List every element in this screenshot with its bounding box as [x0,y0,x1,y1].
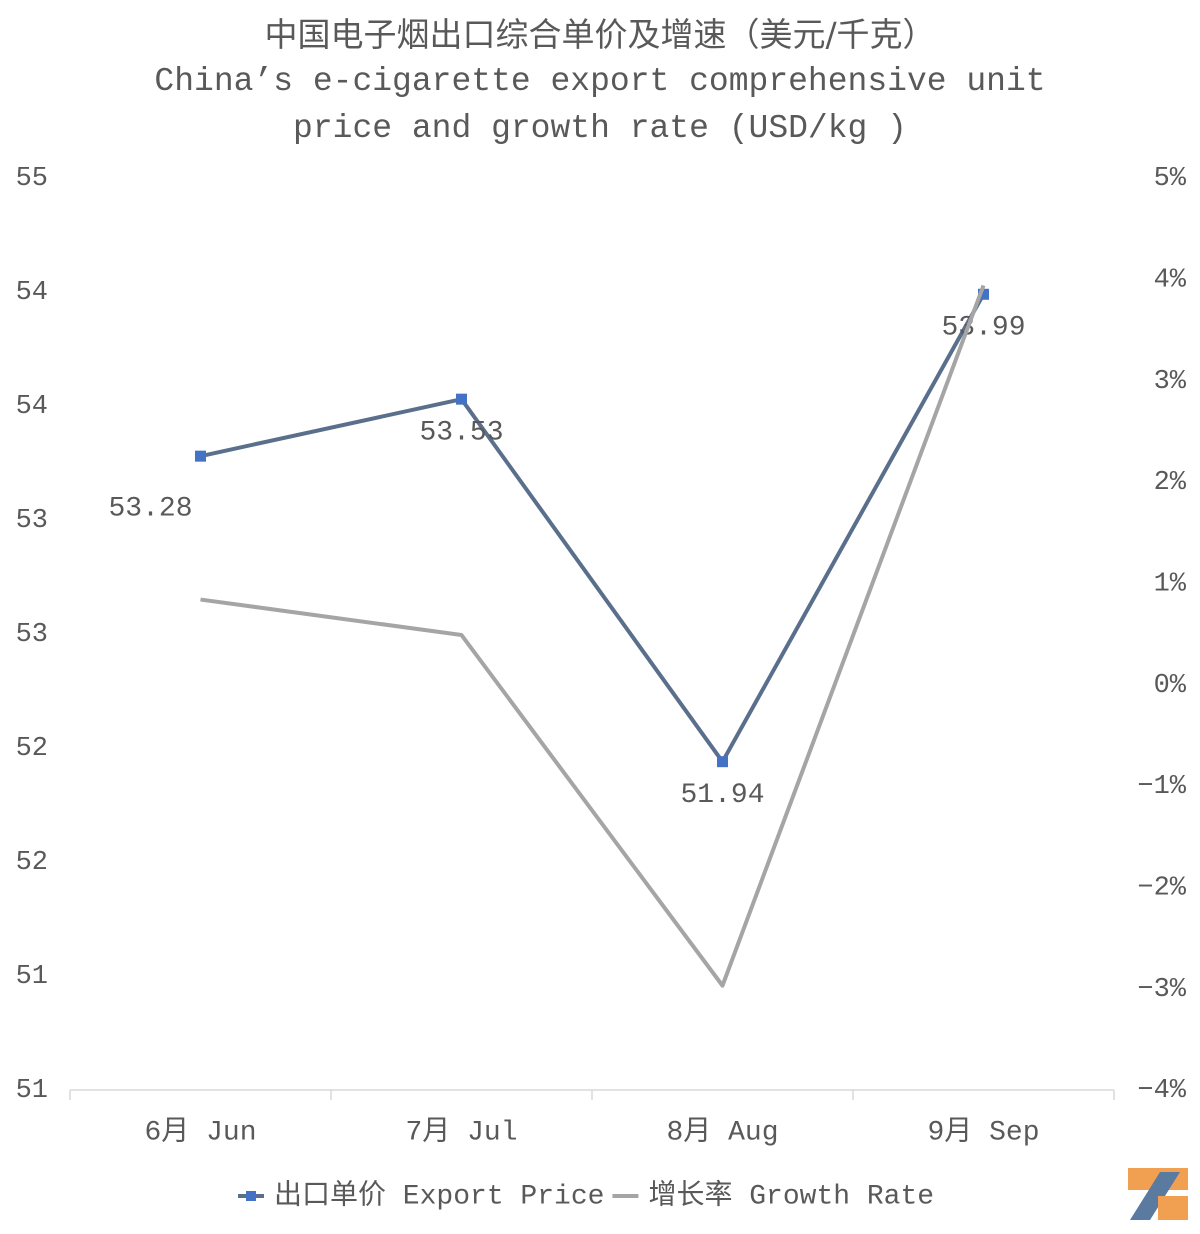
y2-tick-label: 2% [1154,468,1187,498]
y-tick-label: 52 [16,734,48,764]
x-tick-label: 8月 Aug [666,1116,778,1148]
y-tick-label: 51 [16,1076,48,1106]
y-tick-label: 51 [16,962,48,992]
y-tick-label: 54 [16,392,48,422]
y-tick-label: 52 [16,848,48,878]
y2-tick-label: −3% [1137,975,1186,1005]
legend-label: 出口单价 Export Price [274,1178,604,1212]
series-line [200,284,986,988]
y2-tick-label: 5% [1154,164,1187,194]
marker [978,288,989,300]
legend-marker [246,1191,256,1201]
data-label: 53.99 [941,313,1025,344]
y2-tick-label: −1% [1137,772,1186,802]
logo [1128,1168,1188,1220]
y2-tick-label: 1% [1154,569,1187,599]
x-tick-label: 7月 Jul [405,1116,517,1148]
data-label: 51.94 [680,780,764,811]
y2-tick-label: 4% [1154,265,1187,295]
legend-label: 增长率 Growth Rate [648,1178,934,1212]
x-tick-label: 6月 Jun [144,1116,256,1148]
series-line [200,293,986,764]
y-tick-label: 53 [16,620,48,650]
chart-title: 中国电子烟出口综合单价及增速（美元/千克） [264,15,936,54]
marker [195,450,206,462]
marker [717,756,728,768]
y-tick-label: 55 [16,164,48,194]
y2-tick-label: −4% [1137,1076,1186,1106]
y-tick-label: 53 [16,506,48,536]
data-label: 53.28 [108,494,192,525]
x-tick-label: 9月 Sep [927,1116,1039,1148]
chart-subtitle: China’s e-cigarette export comprehensive… [154,63,1046,147]
y2-tick-label: 0% [1154,671,1187,701]
y-tick-label: 54 [16,278,48,308]
y2-tick-label: 3% [1154,367,1187,397]
y2-tick-label: −2% [1137,873,1186,903]
data-label: 53.53 [419,418,503,449]
marker [456,393,467,405]
